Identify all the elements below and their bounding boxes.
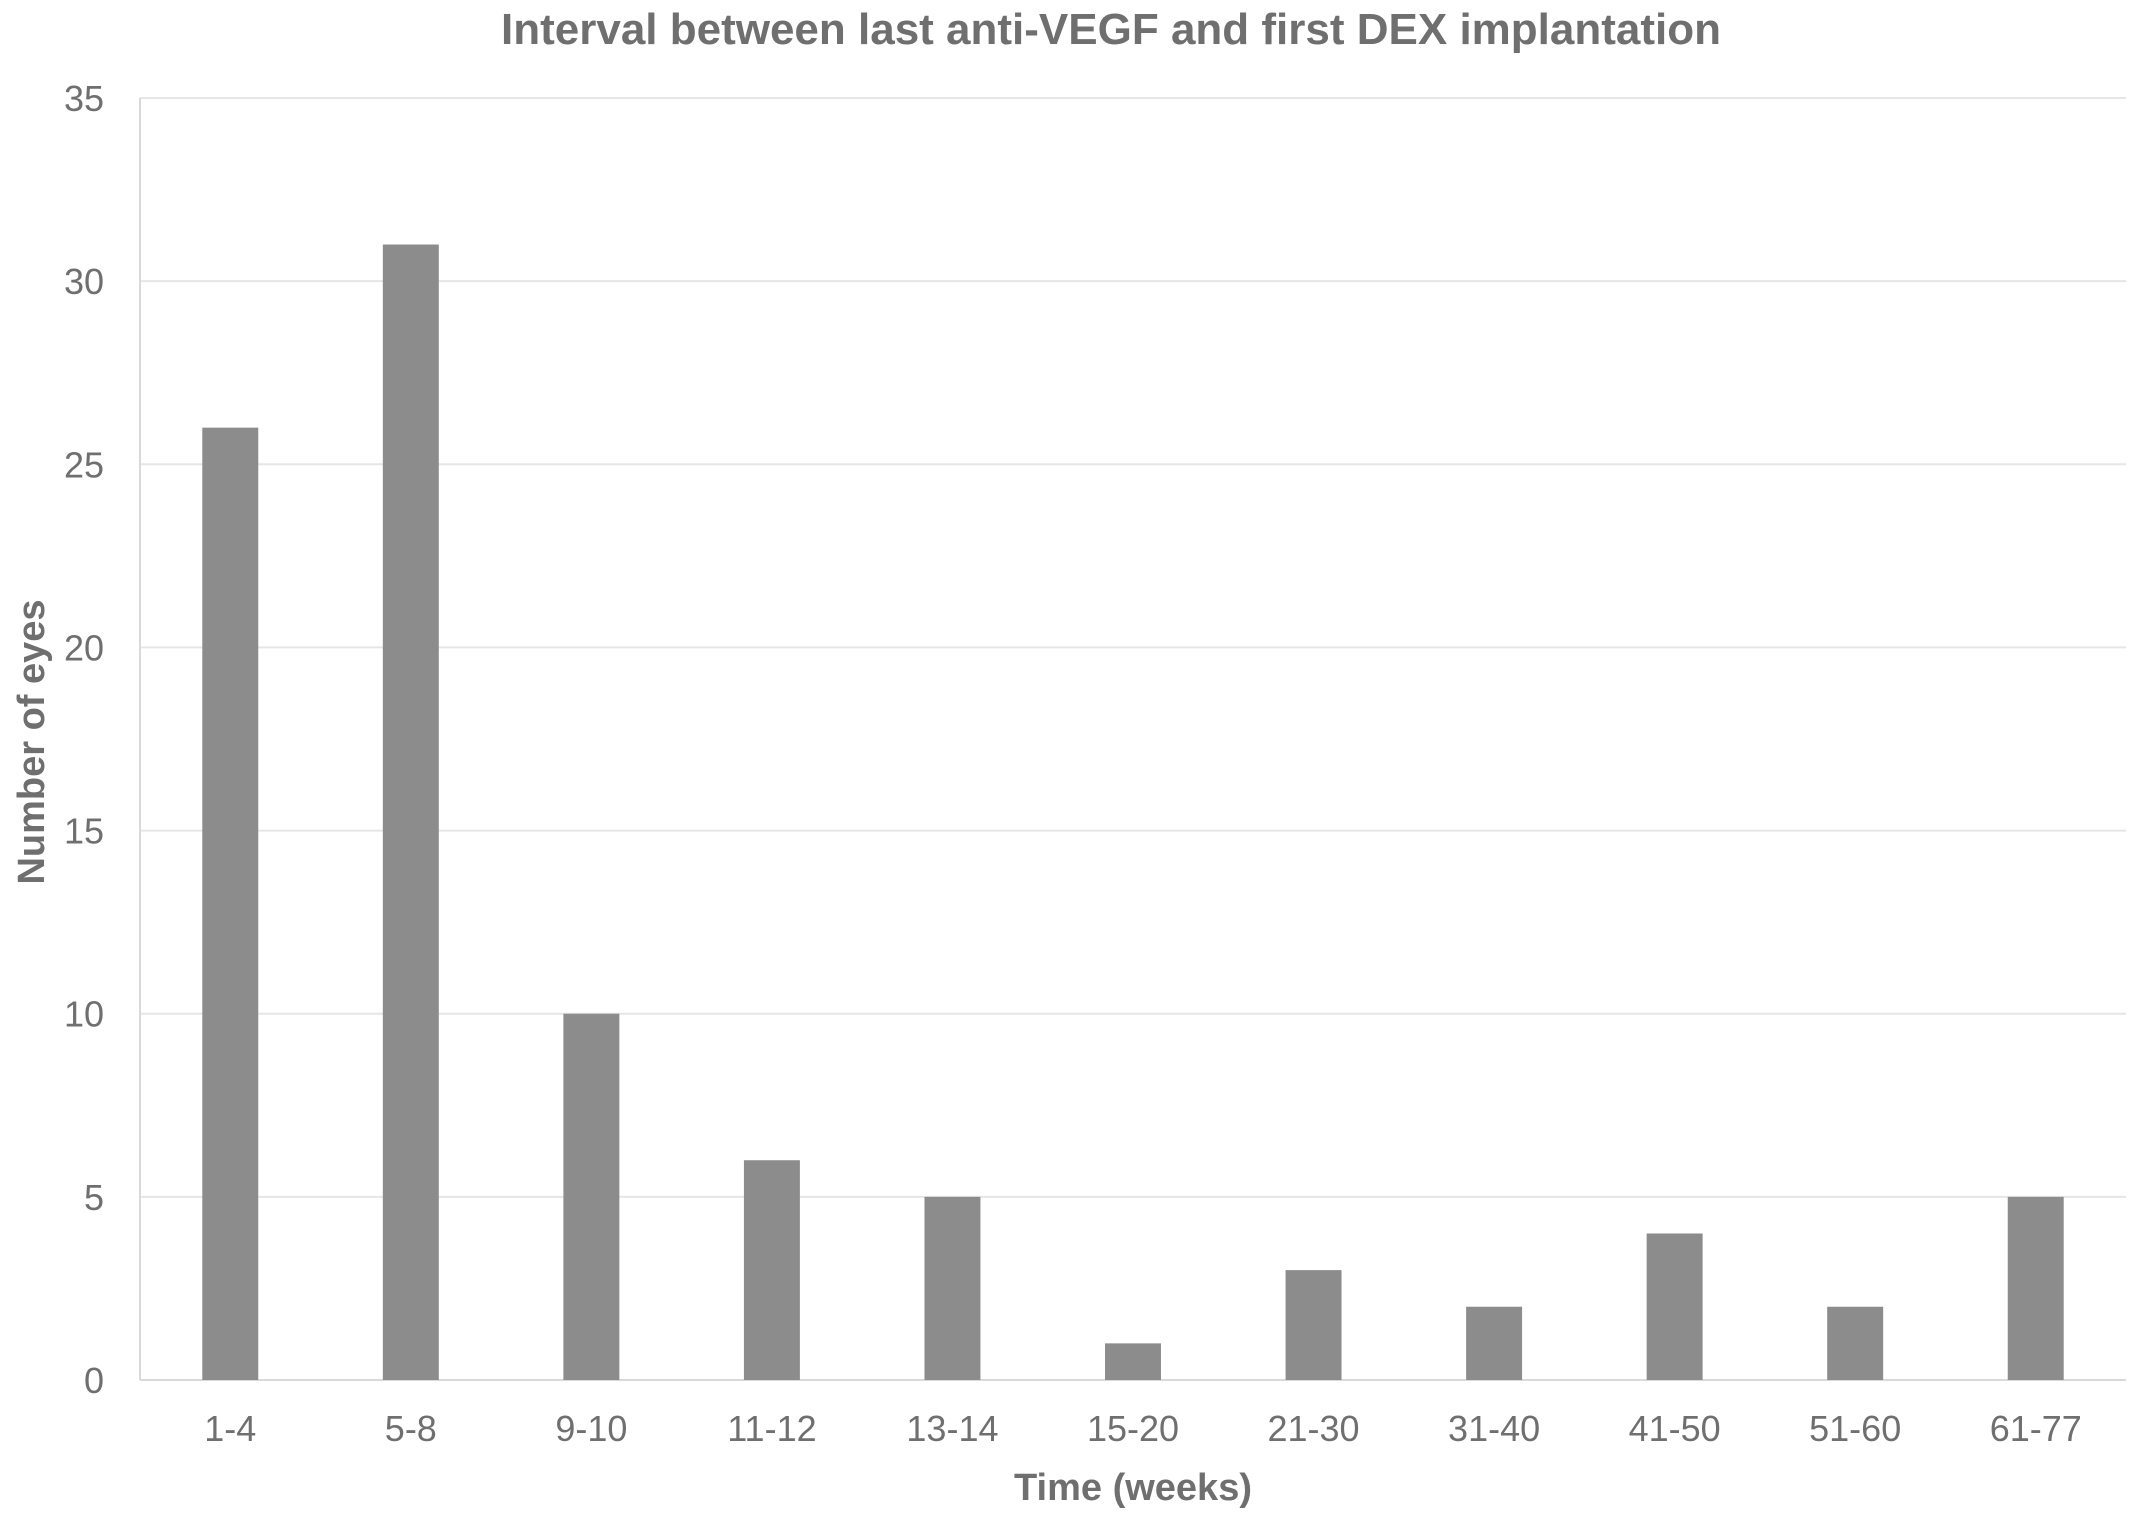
bar-31-40 xyxy=(1466,1306,1523,1380)
x-tick-label: 13-14 xyxy=(906,1408,998,1449)
y-tick-label: 20 xyxy=(64,627,104,668)
x-tick-label: 61-77 xyxy=(1990,1408,2082,1449)
gridlines xyxy=(139,97,2126,1381)
bar-5-8 xyxy=(382,244,439,1380)
bar-11-12 xyxy=(743,1160,800,1380)
x-axis-ticks: 1-4 5-8 9-10 11-12 13-14 15-20 21-30 31-40 41-50… xyxy=(204,1408,2082,1449)
x-tick-label: 41-50 xyxy=(1629,1408,1721,1449)
y-tick-label: 15 xyxy=(64,811,104,852)
bar-1-4 xyxy=(202,427,259,1381)
bar-21-30 xyxy=(1285,1270,1342,1380)
x-tick-label: 1-4 xyxy=(204,1408,256,1449)
x-tick-label: 31-40 xyxy=(1448,1408,1540,1449)
y-axis-ticks: 0 5 10 15 20 25 30 35 xyxy=(64,78,104,1401)
x-axis-title: Time (weeks) xyxy=(1014,1467,1252,1509)
y-tick-label: 5 xyxy=(84,1177,104,1218)
bar-61-77 xyxy=(2007,1196,2064,1380)
x-tick-label: 11-12 xyxy=(727,1408,816,1449)
x-tick-label: 9-10 xyxy=(555,1408,627,1449)
y-axis-title: Number of eyes xyxy=(11,599,53,884)
bar-13-14 xyxy=(924,1196,981,1380)
bar-51-60 xyxy=(1827,1306,1884,1380)
x-tick-label: 51-60 xyxy=(1809,1408,1901,1449)
bar-15-20 xyxy=(1105,1343,1161,1380)
y-tick-label: 35 xyxy=(64,78,104,119)
bar-9-10 xyxy=(563,1013,620,1380)
y-tick-label: 0 xyxy=(84,1360,104,1401)
x-tick-label: 15-20 xyxy=(1087,1408,1179,1449)
y-tick-label: 25 xyxy=(64,444,104,485)
x-tick-label: 21-30 xyxy=(1268,1408,1360,1449)
bars xyxy=(202,244,2064,1381)
x-tick-label: 5-8 xyxy=(385,1408,437,1449)
y-tick-label: 10 xyxy=(64,994,104,1035)
chart-title: Interval between last anti-VEGF and firs… xyxy=(501,5,1721,54)
bar-41-50 xyxy=(1646,1233,1703,1380)
y-tick-label: 30 xyxy=(64,261,104,302)
